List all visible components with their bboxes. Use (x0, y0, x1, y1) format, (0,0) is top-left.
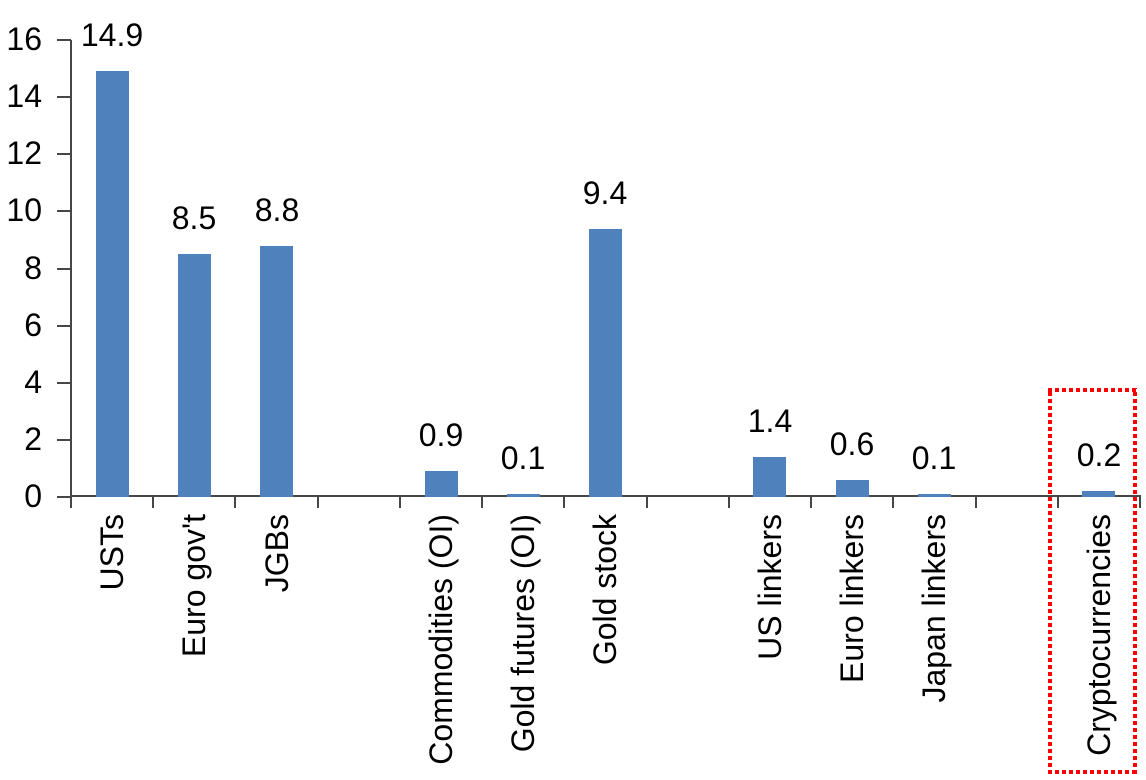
value-label: 0.6 (829, 426, 875, 462)
category-label: Gold stock (587, 514, 623, 666)
y-axis-tick-label: 4 (24, 364, 42, 400)
x-axis-tick (399, 496, 401, 508)
x-axis-tick (975, 496, 977, 508)
bar (836, 480, 869, 497)
y-axis-tick-label: 2 (24, 421, 42, 457)
x-axis-tick (646, 496, 648, 508)
y-axis-tick-label: 6 (24, 307, 42, 343)
bar (918, 494, 951, 497)
x-axis-tick (892, 496, 894, 508)
y-axis-tick-label: 12 (6, 135, 42, 171)
highlight-border-bottom-edge (1048, 770, 1137, 774)
y-axis-tick (57, 382, 71, 384)
category-label: USTs (94, 514, 130, 591)
bar (96, 71, 129, 497)
value-label: 9.4 (582, 175, 628, 211)
bar (260, 246, 293, 497)
value-label: 0.9 (418, 417, 464, 453)
y-axis-tick (57, 325, 71, 327)
x-axis-tick (1139, 496, 1141, 508)
value-label: 8.5 (171, 200, 217, 236)
highlight-border-left-edge (1048, 388, 1052, 774)
y-axis-tick-label: 14 (6, 78, 42, 114)
bar (589, 229, 622, 497)
y-axis-tick (57, 153, 71, 155)
bar (425, 471, 458, 497)
y-axis-tick (57, 39, 71, 41)
y-axis-tick-label: 10 (6, 192, 42, 228)
y-axis-tick (57, 439, 71, 441)
value-label: 8.8 (254, 192, 300, 228)
y-axis-tick (57, 496, 71, 498)
value-label: 1.4 (747, 403, 793, 439)
x-axis-tick (810, 496, 812, 508)
x-axis-tick (317, 496, 319, 508)
bar (753, 457, 786, 497)
x-axis-tick (234, 496, 236, 508)
bar (1082, 491, 1115, 497)
y-axis-tick-label: 8 (24, 250, 42, 286)
value-label: 0.1 (500, 440, 546, 476)
x-axis-tick (1057, 496, 1059, 508)
value-label: 14.9 (80, 17, 144, 53)
cryptocurrencies-highlight-box (1048, 388, 1137, 774)
highlight-border-top-edge (1048, 388, 1137, 392)
category-label: Commodities (OI) (423, 514, 459, 765)
x-axis-tick (70, 496, 72, 508)
y-axis-tick (57, 268, 71, 270)
category-label: Japan linkers (916, 514, 952, 703)
y-axis-line (70, 40, 72, 508)
x-axis-tick (481, 496, 483, 508)
y-axis-tick-label: 16 (6, 21, 42, 57)
value-label: 0.2 (1076, 437, 1122, 473)
x-axis-tick (563, 496, 565, 508)
y-axis-tick-label: 0 (24, 478, 42, 514)
category-label: Euro linkers (834, 514, 870, 683)
x-axis-tick (728, 496, 730, 508)
bar (507, 494, 540, 497)
highlight-border-right-edge (1133, 388, 1137, 774)
y-axis-tick (57, 96, 71, 98)
bar (178, 254, 211, 497)
category-label: Euro gov't (176, 514, 212, 658)
y-axis-tick (57, 210, 71, 212)
category-label: US linkers (752, 514, 788, 660)
value-label: 0.1 (911, 440, 957, 476)
x-axis-tick (152, 496, 154, 508)
category-label: JGBs (259, 514, 295, 593)
category-label: Gold futures (OI) (505, 514, 541, 753)
